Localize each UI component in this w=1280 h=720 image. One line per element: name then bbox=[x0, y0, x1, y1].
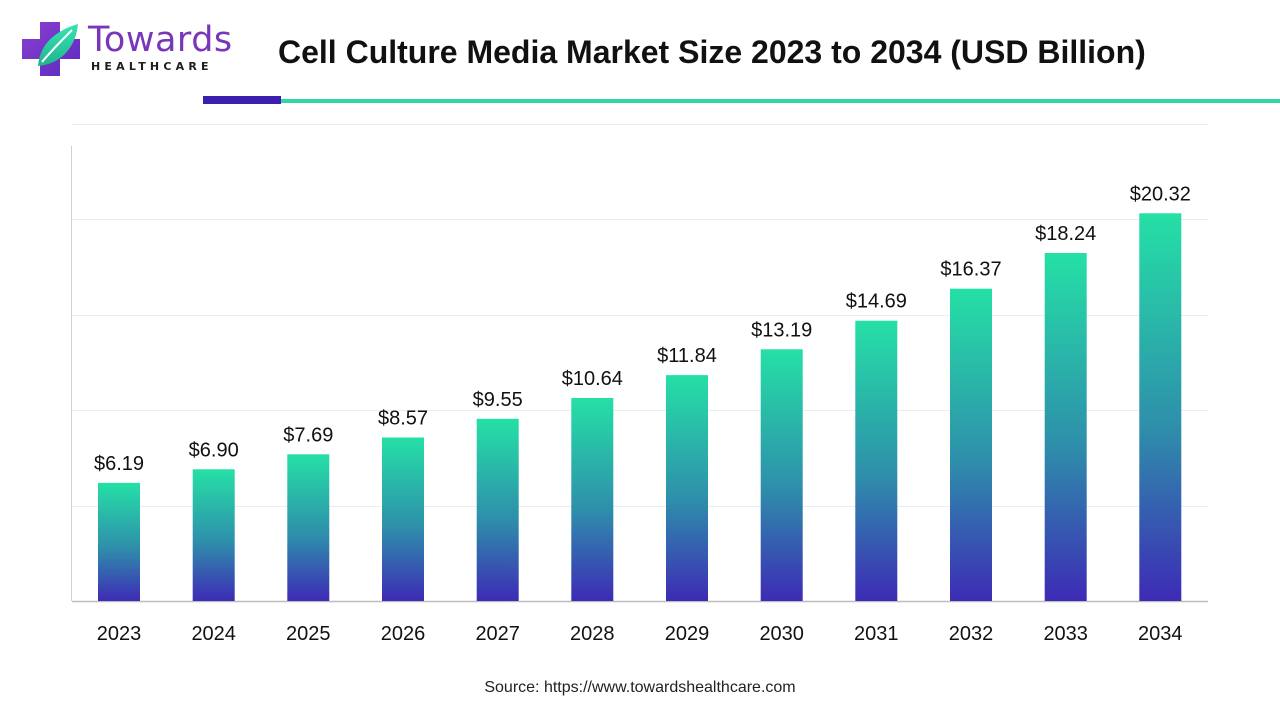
header-rule-accent bbox=[203, 96, 281, 104]
x-tick-2023: 2023 bbox=[97, 623, 142, 645]
data-label-2027: $9.55 bbox=[473, 389, 523, 411]
x-tick-2026: 2026 bbox=[381, 623, 426, 645]
data-label-2024: $6.90 bbox=[189, 439, 239, 461]
bar-2029 bbox=[666, 375, 708, 601]
bar-2031 bbox=[855, 320, 898, 601]
x-tick-2024: 2024 bbox=[191, 623, 236, 645]
x-tick-2034: 2034 bbox=[1138, 623, 1183, 645]
source-note: Source: https://www.towardshealthcare.co… bbox=[0, 679, 1280, 697]
x-tick-2027: 2027 bbox=[475, 623, 520, 645]
x-tick-labels: 2023 2024 2025 2026 2027 2028 2029 2030 2031 2032… bbox=[97, 623, 1183, 645]
x-tick-2033: 2033 bbox=[1043, 623, 1088, 645]
brand-logo: Towards HEALTHCARE bbox=[20, 18, 240, 80]
header-rule bbox=[281, 99, 1280, 103]
data-label-2034: $20.32 bbox=[1130, 183, 1191, 205]
x-tick-2028: 2028 bbox=[570, 623, 615, 645]
bar-2030 bbox=[760, 349, 803, 601]
chart-title: Cell Culture Media Market Size 2023 to 2… bbox=[278, 34, 1146, 70]
data-label-2030: $13.19 bbox=[751, 319, 812, 341]
bars bbox=[98, 213, 1182, 602]
brand-tagline: HEALTHCARE bbox=[91, 60, 213, 73]
x-tick-2030: 2030 bbox=[759, 623, 804, 645]
x-tick-2032: 2032 bbox=[949, 623, 994, 645]
data-label-2028: $10.64 bbox=[562, 368, 623, 390]
bar-2028 bbox=[571, 398, 614, 601]
bar-2023 bbox=[98, 482, 140, 601]
bar-2034 bbox=[1139, 213, 1182, 602]
bar-2025 bbox=[287, 454, 330, 601]
data-label-2029: $11.84 bbox=[657, 345, 717, 367]
bar-2033 bbox=[1044, 253, 1087, 601]
data-label-2033: $18.24 bbox=[1035, 223, 1096, 245]
bar-2026 bbox=[382, 437, 424, 601]
axes bbox=[71, 146, 1208, 603]
data-labels: $6.19 $6.90 $7.69 $8.57 $9.55 $10.64 $11.84 $13… bbox=[94, 183, 1191, 475]
data-label-2032: $16.37 bbox=[940, 259, 1001, 281]
bar-2024 bbox=[192, 469, 235, 601]
medical-cross-leaf-icon bbox=[22, 22, 80, 76]
bar-2027 bbox=[476, 418, 519, 601]
bar-2032 bbox=[950, 288, 992, 601]
x-tick-2031: 2031 bbox=[854, 623, 899, 645]
data-label-2025: $7.69 bbox=[283, 424, 333, 446]
x-tick-2029: 2029 bbox=[665, 623, 710, 645]
data-label-2023: $6.19 bbox=[94, 453, 144, 475]
source-label: Source: bbox=[484, 679, 540, 696]
data-label-2031: $14.69 bbox=[846, 291, 907, 313]
source-url[interactable]: https://www.towardshealthcare.com bbox=[543, 679, 796, 696]
x-tick-2025: 2025 bbox=[286, 623, 331, 645]
brand-name: Towards bbox=[88, 20, 233, 60]
data-label-2026: $8.57 bbox=[378, 408, 428, 430]
gridlines bbox=[72, 124, 1208, 507]
